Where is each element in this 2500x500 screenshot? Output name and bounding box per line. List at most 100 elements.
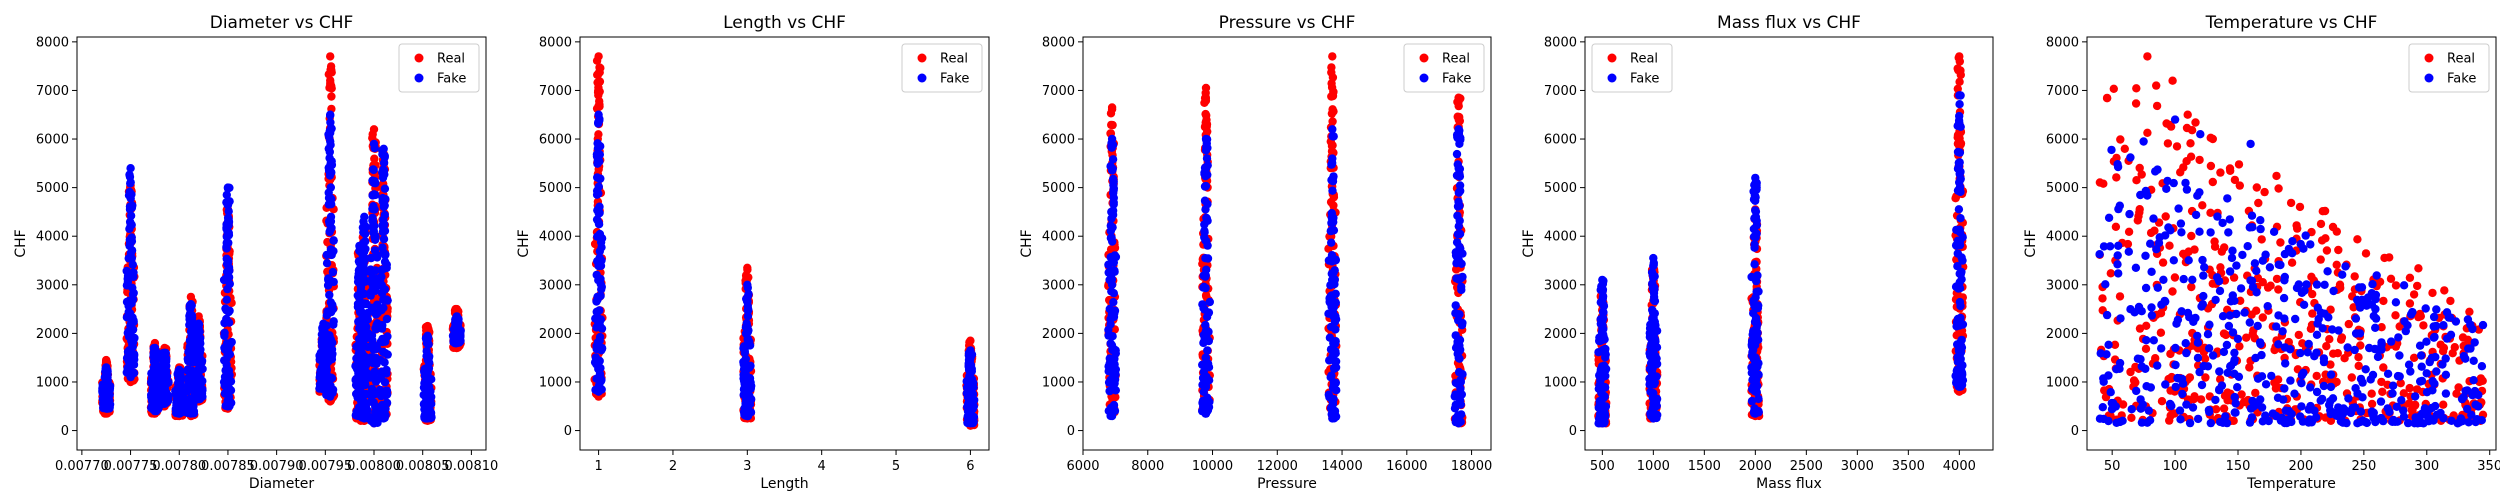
fake-point [175, 409, 184, 418]
fake-point [356, 369, 365, 379]
fake-point [1104, 331, 1113, 340]
fake-point [744, 326, 753, 335]
x-tick-label: 1 [594, 459, 602, 474]
legend-fake-marker [414, 73, 424, 83]
fake-point [593, 206, 602, 215]
real-point [452, 304, 461, 314]
fake-point [357, 396, 366, 405]
fake-point [595, 336, 604, 345]
fake-point [595, 364, 604, 373]
fake-point [380, 197, 389, 206]
fake-point [380, 153, 389, 162]
real-point [1328, 52, 1337, 61]
fake-point [326, 212, 336, 221]
fake-point [124, 254, 133, 263]
fake-point [357, 320, 366, 329]
fake-point [375, 405, 384, 415]
fake-point [378, 221, 387, 230]
plot-area [580, 37, 989, 450]
fake-point [128, 260, 137, 269]
fake-point [1456, 274, 1465, 283]
fake-point [380, 358, 389, 367]
fake-point [1108, 164, 1118, 173]
real-point [1327, 109, 1337, 118]
fake-point [1650, 333, 1659, 342]
fake-point [222, 295, 231, 304]
real-point [102, 355, 111, 365]
fake-point [1455, 229, 1465, 239]
fake-point [1105, 304, 1115, 314]
chart-title: Diameter vs CHF [210, 13, 354, 33]
fake-point [1109, 198, 1118, 207]
fake-point [1453, 133, 1462, 143]
fake-point [356, 388, 365, 397]
fake-point [322, 311, 331, 320]
fake-point [126, 372, 135, 382]
fake-point [186, 409, 196, 418]
fake-point [1752, 229, 1761, 238]
fake-point [1328, 414, 1337, 423]
real-point [595, 100, 604, 109]
fake-point [130, 350, 139, 359]
fake-point [1203, 346, 1212, 355]
fake-point [1203, 161, 1212, 170]
fake-point [1107, 134, 1117, 144]
fake-point [368, 204, 377, 214]
fake-point [1753, 328, 1762, 337]
x-tick-label: 0.00800 [347, 459, 401, 474]
fake-point [965, 387, 974, 396]
fake-point [1200, 196, 1210, 205]
y-tick-label: 1000 [1042, 375, 1075, 390]
x-tick-label: 6 [966, 459, 974, 474]
fake-point [592, 190, 602, 199]
y-tick-label: 3000 [1042, 278, 1075, 293]
chart-title: Pressure vs CHF [1219, 13, 1356, 33]
fake-point [1750, 301, 1759, 310]
fake-point [379, 144, 388, 153]
legend-label: Fake [437, 72, 466, 87]
fake-point [593, 144, 603, 153]
real-point [1327, 147, 1337, 156]
fake-point [1105, 354, 1115, 363]
fake-point [382, 369, 391, 378]
fake-point [1601, 353, 1610, 362]
fake-point [1200, 226, 1209, 236]
fake-point [367, 388, 376, 397]
fake-point [1202, 143, 1211, 152]
fake-point [740, 347, 749, 356]
y-tick-label: 6000 [539, 133, 572, 148]
fake-point [194, 394, 203, 404]
fake-point [1326, 226, 1336, 236]
fake-point [101, 386, 110, 395]
fake-point [1330, 364, 1339, 373]
fake-point [739, 357, 748, 367]
fake-point [1456, 384, 1465, 393]
fake-point [1453, 160, 1463, 169]
fake-point [1106, 233, 1116, 243]
x-tick-label: 0.00795 [298, 459, 352, 474]
fake-point [383, 296, 392, 305]
fake-point [1202, 265, 1211, 274]
fake-point [594, 110, 603, 119]
fake-point [1107, 273, 1116, 283]
fake-point [420, 367, 429, 376]
real-point [594, 52, 603, 61]
fake-point [359, 378, 368, 388]
fake-point [1648, 284, 1658, 293]
fake-point [1597, 315, 1607, 325]
fake-point [223, 199, 232, 208]
fake-point [964, 359, 973, 368]
fake-point [1454, 222, 1464, 231]
fake-point [198, 364, 207, 374]
fake-point [160, 378, 169, 388]
fake-point [1597, 388, 1606, 398]
y-tick-label: 3000 [539, 278, 572, 293]
fake-point [1649, 414, 1658, 423]
fake-point [224, 392, 234, 402]
x-tick-label: 6000 [1066, 459, 1099, 474]
fake-point [1203, 393, 1212, 402]
fake-point [740, 379, 749, 389]
fake-point [1329, 268, 1338, 277]
